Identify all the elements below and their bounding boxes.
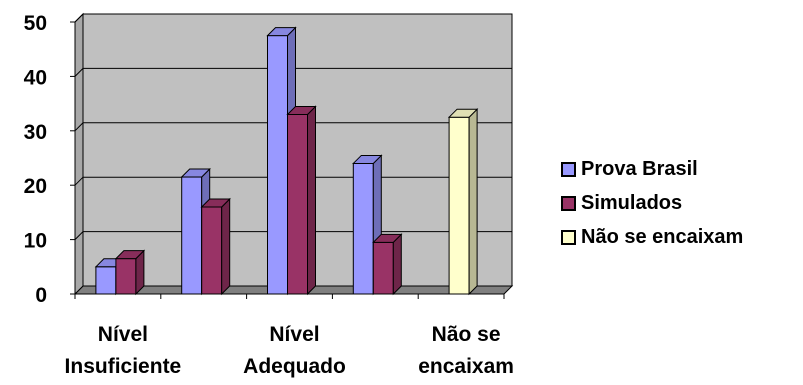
gridline	[74, 67, 512, 77]
y-tick-label: 50	[24, 12, 47, 35]
plot-side-wall	[74, 12, 84, 296]
gridline	[74, 13, 512, 23]
y-tick-labels: 0 10 20 30 40 50	[24, 12, 47, 307]
x-category-label: Nível Adequado	[243, 323, 346, 378]
legend-item-nao-se-encaixam: Não se encaixam	[561, 224, 743, 250]
x-axis	[74, 293, 505, 299]
y-tick-label: 20	[24, 175, 47, 198]
x-category-label: Nível Insuficiente	[65, 323, 182, 378]
gridlines	[74, 13, 512, 240]
bar-nao-se-encaixam	[447, 107, 479, 296]
legend-label: Simulados	[581, 191, 683, 214]
legend-label: Não se encaixam	[581, 225, 744, 248]
legend-swatch	[561, 229, 576, 245]
x-category-label: Não se encaixam	[418, 323, 514, 378]
bar-simulados	[286, 105, 317, 296]
y-tick-label: 0	[35, 284, 47, 307]
y-tick-label: 10	[24, 230, 47, 253]
bar-chart: 0 10 20 30 40 50 Nível Insuficiente Nível Adequa…	[24, 12, 514, 378]
x-category-labels: Nível Insuficiente Nível Adequado Não se enca…	[65, 323, 514, 378]
bar-simulados	[372, 233, 403, 296]
bars	[94, 26, 479, 296]
legend: Prova Brasil Simulados Não se encaixam	[561, 153, 803, 263]
legend-item-simulados: Simulados	[561, 190, 682, 216]
legend-item-prova-brasil: Prova Brasil	[561, 156, 698, 182]
gridline	[74, 122, 512, 132]
y-tick-label: 30	[24, 121, 47, 144]
legend-label: Prova Brasil	[581, 157, 698, 180]
legend-swatch	[561, 195, 576, 211]
bar-simulados	[114, 249, 146, 296]
y-axis	[70, 21, 76, 295]
y-tick-label: 40	[24, 66, 47, 89]
bar-simulados	[200, 197, 231, 296]
legend-swatch	[561, 161, 576, 177]
